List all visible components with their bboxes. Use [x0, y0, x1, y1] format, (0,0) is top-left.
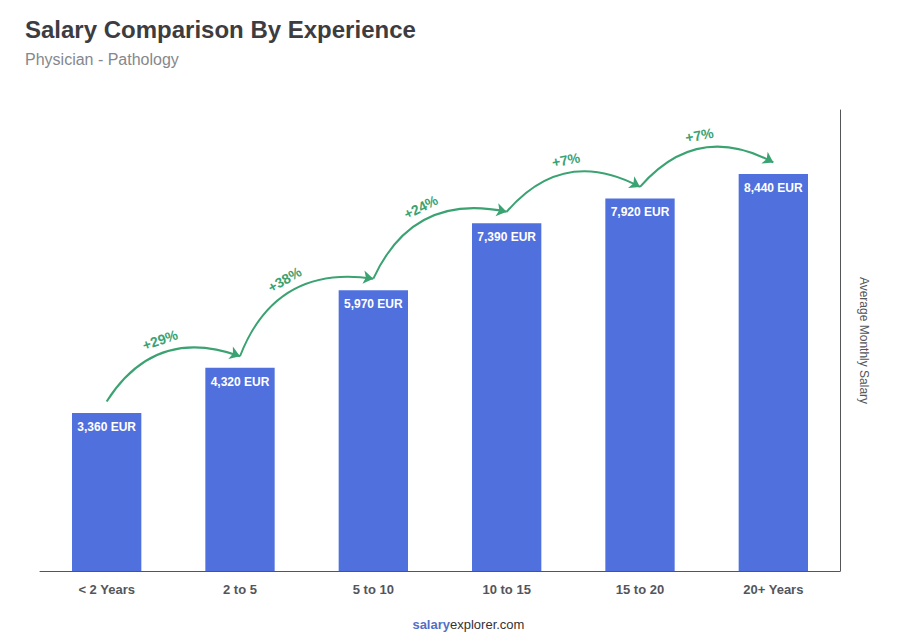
svg-text:15 to 20: 15 to 20	[616, 582, 664, 597]
svg-text:5,970 EUR: 5,970 EUR	[344, 297, 403, 311]
svg-text:+38%: +38%	[265, 263, 305, 295]
svg-text:20+ Years: 20+ Years	[743, 582, 803, 597]
svg-text:5 to 10: 5 to 10	[353, 582, 394, 597]
svg-text:8,440 EUR: 8,440 EUR	[744, 181, 803, 195]
svg-text:salary: salary	[412, 617, 450, 632]
svg-text:4,320 EUR: 4,320 EUR	[211, 375, 270, 389]
svg-text:+7%: +7%	[684, 125, 715, 146]
svg-text:+29%: +29%	[140, 326, 180, 353]
svg-text:7,920 EUR: 7,920 EUR	[611, 205, 670, 219]
svg-text:+7%: +7%	[551, 149, 582, 170]
svg-text:Salary Comparison By Experienc: Salary Comparison By Experience	[25, 16, 416, 43]
svg-text:explorer.com: explorer.com	[450, 617, 524, 632]
svg-text:2 to 5: 2 to 5	[223, 582, 257, 597]
svg-text:+24%: +24%	[401, 191, 441, 222]
svg-text:7,390 EUR: 7,390 EUR	[477, 230, 536, 244]
svg-text:3,360 EUR: 3,360 EUR	[77, 420, 136, 434]
svg-text:10 to 15: 10 to 15	[482, 582, 530, 597]
svg-text:< 2 Years: < 2 Years	[78, 582, 135, 597]
svg-text:Physician - Pathology: Physician - Pathology	[25, 51, 179, 68]
svg-text:Average Monthly Salary: Average Monthly Salary	[857, 277, 871, 404]
